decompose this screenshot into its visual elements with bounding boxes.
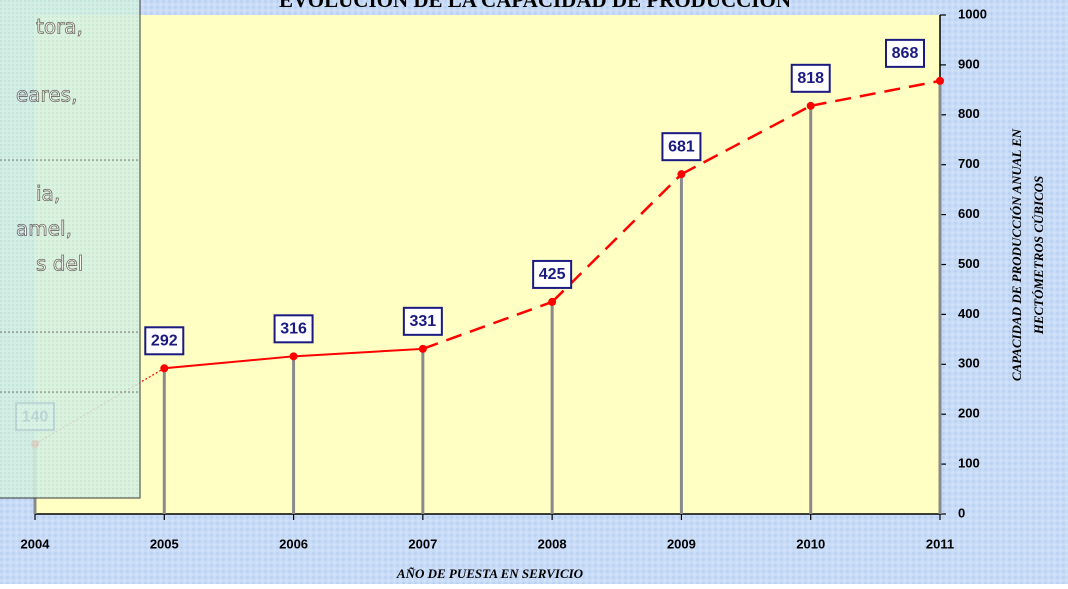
- value-label: 818: [797, 70, 824, 87]
- panel-text: eares,: [16, 83, 77, 107]
- value-label-box: [532, 259, 573, 289]
- value-label: 331: [410, 313, 437, 330]
- panel-text: tora,: [36, 15, 83, 39]
- line-segment: [810, 79, 941, 108]
- y-tick-label: 0: [958, 505, 965, 520]
- y-tick-label: 900: [958, 56, 980, 71]
- panel-text: s del: [36, 252, 83, 276]
- panel-box: [0, 0, 141, 499]
- x-tick-label: 2011: [926, 536, 954, 551]
- x-tick-label: 2009: [667, 536, 696, 551]
- panel-text: ia,: [36, 182, 60, 206]
- value-label-box: [144, 326, 185, 356]
- point: [677, 170, 686, 179]
- y-tick-label: 400: [958, 306, 980, 321]
- y-tick-label: 500: [958, 256, 980, 271]
- value-label-box: [885, 38, 925, 68]
- y-tick-label: 100: [958, 456, 980, 471]
- panel-text: amel,: [16, 217, 72, 241]
- value-label: 316: [280, 321, 307, 338]
- value-label-box: [402, 306, 443, 336]
- y-tick-label: 300: [958, 356, 980, 371]
- value-label-box: [661, 132, 702, 162]
- x-tick-label: 2006: [279, 536, 308, 551]
- y-tick-label: 200: [958, 406, 980, 421]
- value-label-box: [273, 314, 314, 344]
- point: [548, 297, 557, 306]
- value-label: 868: [892, 45, 919, 62]
- chart-title: EVOLUCIÓN DE LA CAPACIDAD DE PRODUCCIÓN: [279, 0, 791, 12]
- value-label: 425: [539, 266, 566, 283]
- overlay-panel: tora, eares, ia, amel, s del: [0, 0, 141, 499]
- line-segment: [164, 355, 294, 370]
- x-tick-label: 2008: [538, 536, 567, 551]
- value-label: 681: [668, 138, 695, 155]
- y-axis-label: CAPACIDAD DE PRODUCCIÓN ANUAL EN: [1009, 128, 1024, 381]
- x-tick-label: 2004: [21, 536, 51, 551]
- value-label: 292: [151, 333, 178, 350]
- x-tick-label: 2010: [796, 536, 825, 551]
- point: [936, 76, 944, 85]
- y-tick-label: 700: [958, 156, 980, 171]
- point: [289, 352, 298, 361]
- plot-area: [35, 15, 940, 514]
- y-tick-label: 1000: [958, 6, 987, 21]
- point: [160, 364, 169, 373]
- point: [418, 344, 427, 353]
- line-segment: [422, 300, 553, 351]
- x-axis-label: AÑO DE PUESTA EN SERVICIO: [396, 566, 584, 581]
- value-label-box: [790, 63, 831, 93]
- point: [806, 101, 815, 110]
- y-tick-label: 600: [958, 206, 980, 221]
- line-segment: [551, 173, 683, 303]
- y-tick-label: 800: [958, 106, 980, 121]
- y-axis-label: HECTÓMETROS CÚBICOS: [1031, 176, 1046, 336]
- x-tick-label: 2007: [408, 536, 437, 551]
- line-segment: [293, 347, 423, 358]
- x-tick-label: 2005: [150, 536, 179, 551]
